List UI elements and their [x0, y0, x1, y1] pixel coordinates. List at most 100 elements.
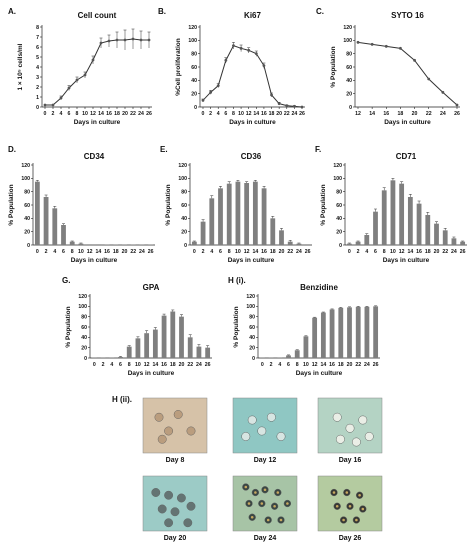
micrograph-caption: Day 24: [254, 535, 277, 542]
bar: [346, 243, 352, 245]
bar: [144, 333, 150, 358]
x-tick-label: 26: [148, 249, 154, 255]
y-axis-label: 1 × 10⁵ cells/ml: [17, 43, 24, 90]
x-tick-label: 22: [187, 362, 193, 368]
micrograph-caption: Day 16: [339, 457, 362, 464]
y-axis-label: % Population: [65, 306, 72, 347]
y-tick-label: 100: [343, 38, 352, 44]
panel-label: A.: [8, 7, 16, 16]
bar: [187, 337, 193, 358]
bar: [303, 336, 309, 358]
cell: [176, 493, 186, 503]
cell: [186, 426, 196, 436]
y-tick-label: 0: [27, 243, 30, 249]
y-tick-label: 3: [36, 75, 39, 81]
x-axis-label: Days in culture: [296, 370, 343, 377]
x-tick-label: 4: [110, 362, 113, 368]
bar: [69, 241, 75, 245]
x-tick-label: 6: [374, 249, 377, 255]
cell: [335, 434, 345, 444]
x-tick-label: 14: [407, 249, 413, 255]
y-tick-label: 20: [336, 229, 342, 235]
bar: [305, 244, 311, 245]
x-tick-label: 22: [426, 111, 432, 117]
y-tick-label: 0: [84, 356, 87, 362]
bar: [434, 223, 439, 245]
x-tick-label: 10: [78, 249, 84, 255]
x-tick-label: 16: [104, 249, 110, 255]
x-tick-label: 8: [228, 249, 231, 255]
y-tick-label: 4: [36, 65, 39, 71]
y-tick-label: 40: [336, 216, 342, 222]
x-tick-label: 6: [62, 249, 65, 255]
x-tick-label: 26: [305, 249, 311, 255]
data-point: [239, 46, 243, 50]
bar: [451, 238, 457, 245]
x-tick-label: 0: [93, 362, 96, 368]
y-tick-label: 80: [346, 51, 352, 57]
x-tick-label: 22: [130, 249, 136, 255]
cell: [164, 518, 174, 528]
y-tick-label: 60: [336, 203, 342, 209]
y-tick-label: 80: [249, 314, 255, 320]
cell-highlight: [273, 504, 276, 508]
y-tick-label: 120: [246, 294, 255, 300]
x-tick-label: 2: [202, 249, 205, 255]
cell-highlight: [332, 491, 336, 494]
series-line: [357, 41, 458, 106]
bar: [286, 355, 291, 358]
x-tick-label: 18: [269, 111, 275, 117]
cell: [183, 518, 193, 528]
y-tick-label: 40: [181, 216, 187, 222]
cell: [257, 426, 267, 436]
y-tick-label: 40: [249, 335, 255, 341]
y-axis-label: % Population: [8, 184, 15, 225]
cell: [364, 432, 374, 441]
bar: [287, 241, 293, 245]
x-tick-label: 16: [161, 362, 167, 368]
bar: [191, 241, 197, 245]
bar: [205, 347, 211, 358]
data-point: [107, 39, 111, 43]
y-tick-label: 20: [81, 345, 87, 351]
data-point: [247, 48, 251, 52]
x-tick-label: 20: [179, 362, 185, 368]
cell-highlight: [266, 518, 270, 522]
y-tick-label: 80: [81, 314, 87, 320]
data-point: [300, 105, 304, 109]
y-tick-label: 2: [36, 85, 39, 91]
x-tick-label: 4: [365, 249, 368, 255]
y-axis-label: % Population: [330, 46, 337, 87]
cell: [241, 432, 251, 441]
x-tick-label: 0: [202, 111, 205, 117]
x-tick-label: 20: [434, 249, 440, 255]
data-point: [399, 46, 402, 50]
x-tick-label: 22: [442, 249, 448, 255]
cell: [164, 490, 174, 500]
y-tick-label: 40: [81, 335, 87, 341]
bar: [320, 312, 326, 358]
x-tick-label: 20: [347, 362, 353, 368]
cell-highlight: [247, 502, 251, 505]
bar: [200, 221, 206, 245]
x-tick-label: 20: [276, 111, 282, 117]
x-tick-label: 14: [152, 362, 158, 368]
micrograph-frame: [142, 475, 208, 532]
data-point: [441, 90, 445, 94]
x-tick-label: 16: [329, 362, 335, 368]
data-point: [262, 64, 266, 68]
x-tick-label: 26: [205, 362, 211, 368]
data-point: [427, 77, 431, 81]
y-tick-label: 100: [78, 304, 87, 310]
cell: [151, 488, 161, 497]
chart-title: CD71: [396, 152, 417, 161]
series-line: [202, 45, 303, 108]
x-tick-label: 26: [460, 249, 466, 255]
x-tick-label: 22: [130, 111, 136, 117]
y-tick-label: 120: [78, 294, 87, 300]
